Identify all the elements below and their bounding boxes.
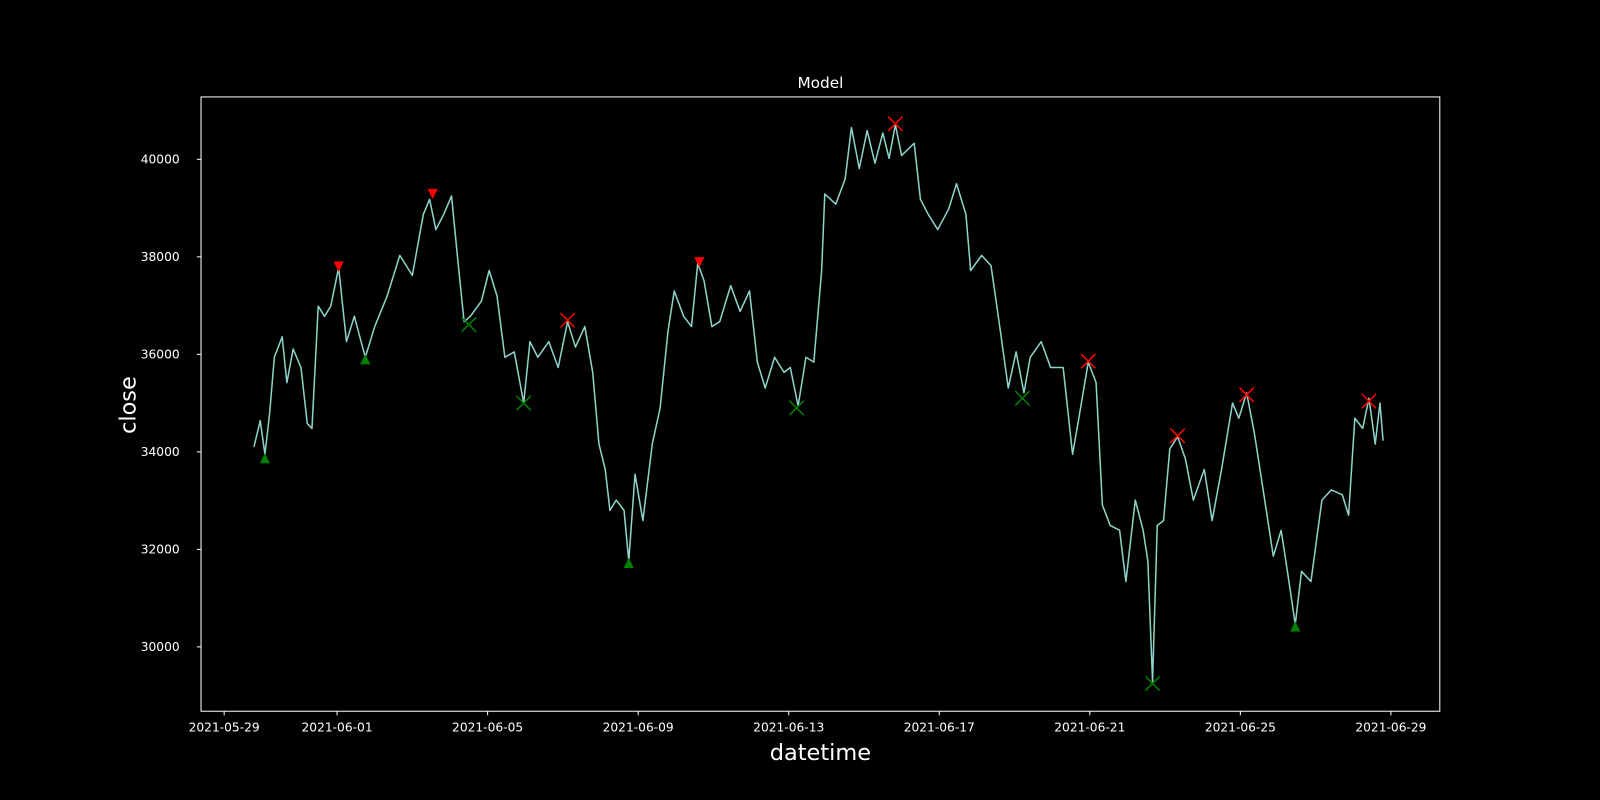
x-marker bbox=[461, 316, 477, 333]
buy-marker bbox=[1290, 621, 1301, 632]
buy-marker bbox=[360, 354, 371, 365]
buy-marker bbox=[623, 557, 634, 569]
x-marker bbox=[1080, 353, 1096, 369]
y-axis-label: close bbox=[116, 376, 142, 434]
x-marker bbox=[1361, 393, 1377, 409]
y-tick-label: 34000 bbox=[141, 445, 180, 459]
plot-frame bbox=[200, 96, 1441, 712]
x-tick-label: 2021-06-21 bbox=[1054, 721, 1125, 735]
x-marker bbox=[516, 395, 532, 411]
x-marker bbox=[1144, 675, 1161, 692]
x-marker bbox=[559, 312, 576, 328]
x-marker bbox=[887, 116, 904, 132]
x-tick-label: 2021-06-01 bbox=[302, 721, 373, 735]
x-axis-label: datetime bbox=[770, 740, 871, 766]
y-tick-label: 30000 bbox=[141, 640, 180, 654]
buy-marker bbox=[259, 453, 271, 464]
sell-marker bbox=[427, 188, 438, 200]
chart-title: Model bbox=[797, 74, 843, 92]
x-tick-label: 2021-05-29 bbox=[189, 721, 260, 735]
y-tick-label: 36000 bbox=[141, 347, 180, 361]
sell-marker bbox=[694, 257, 705, 268]
x-marker bbox=[1238, 387, 1255, 403]
x-tick-label: 2021-06-17 bbox=[904, 721, 975, 735]
x-tick-label: 2021-06-25 bbox=[1205, 721, 1276, 735]
price-line bbox=[253, 123, 1384, 683]
x-tick-label: 2021-06-29 bbox=[1355, 721, 1426, 735]
y-tick-label: 40000 bbox=[141, 152, 180, 166]
x-marker bbox=[788, 400, 805, 416]
y-tick-label: 38000 bbox=[141, 250, 180, 264]
x-tick-label: 2021-06-05 bbox=[452, 721, 523, 735]
x-marker bbox=[1014, 390, 1031, 406]
x-marker bbox=[1169, 428, 1186, 444]
x-tick-label: 2021-06-09 bbox=[603, 721, 674, 735]
sell-marker bbox=[333, 261, 344, 272]
x-tick-label: 2021-06-13 bbox=[753, 721, 824, 735]
y-tick-label: 32000 bbox=[141, 542, 180, 556]
